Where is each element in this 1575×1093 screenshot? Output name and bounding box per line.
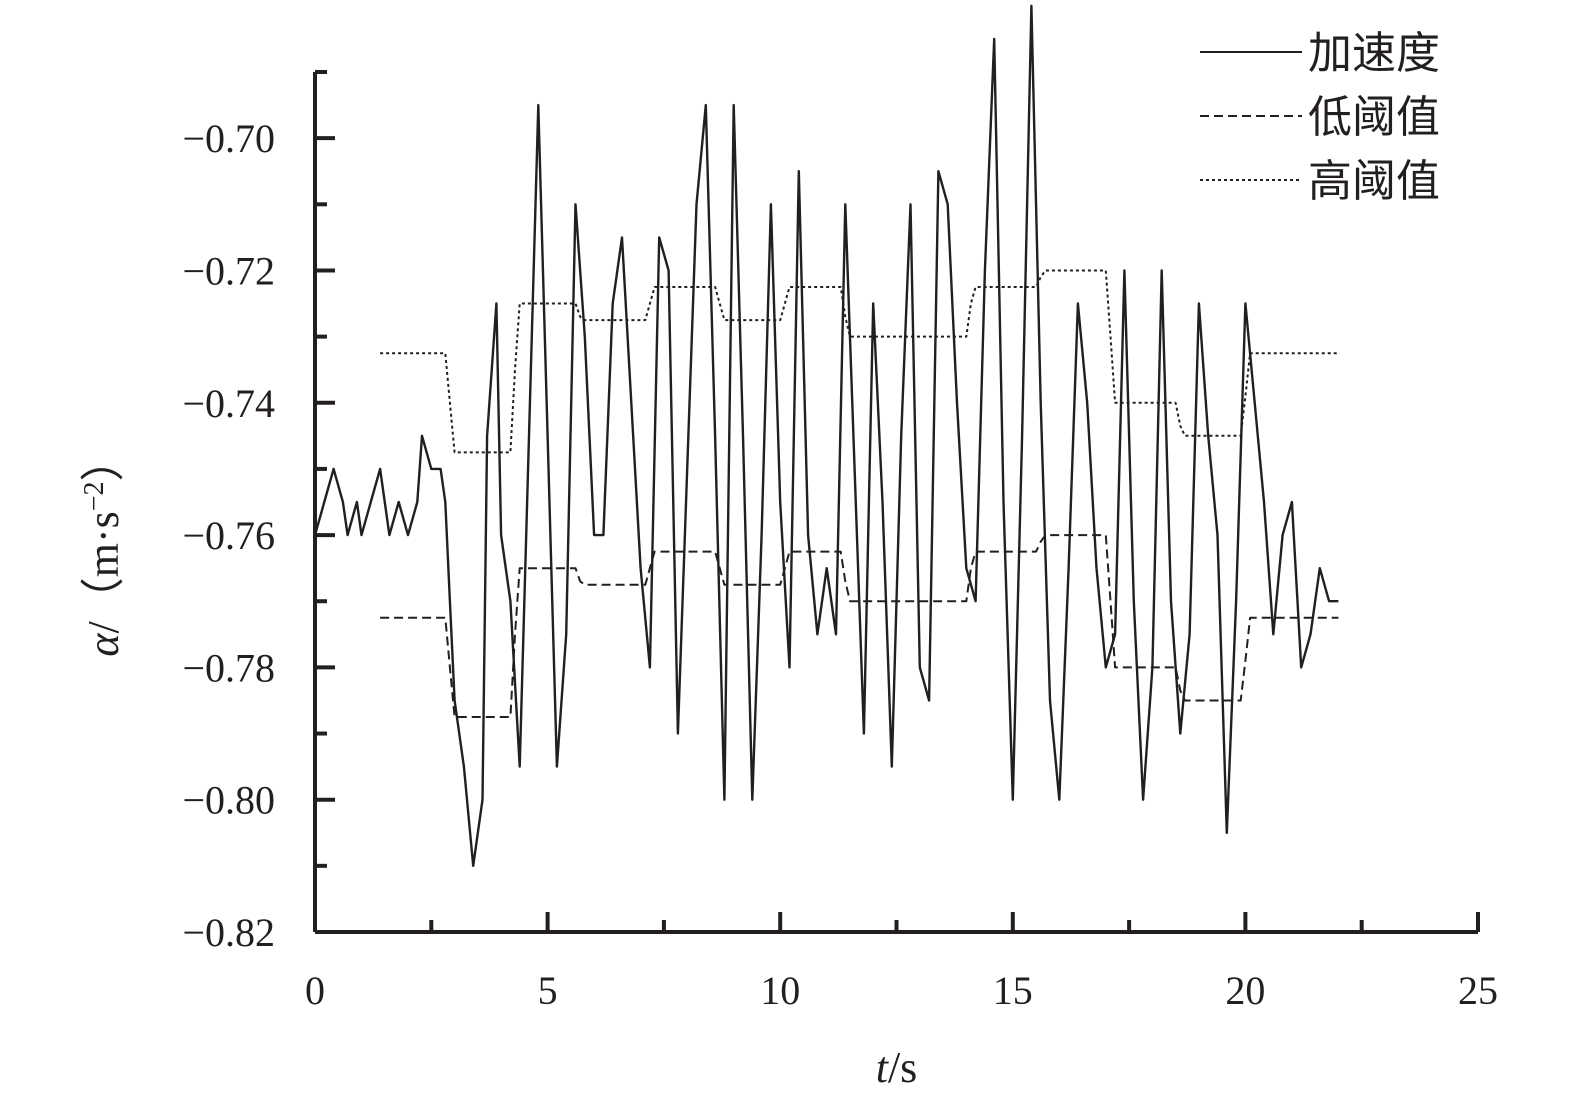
y-tick-label: −0.78 <box>182 645 275 690</box>
x-tick-label: 15 <box>993 968 1033 1013</box>
y-tick-label: −0.82 <box>182 910 275 955</box>
x-axis-label-unit: /s <box>888 1043 917 1092</box>
x-tick-label: 20 <box>1225 968 1265 1013</box>
y-tick-label: −0.80 <box>182 778 275 823</box>
series-line-1 <box>380 534 1339 718</box>
legend-label: 加速度 <box>1308 28 1440 79</box>
x-axis-label: t/s <box>876 1043 918 1092</box>
series-lines <box>313 4 1339 867</box>
y-axis-label-close: ） <box>79 437 128 481</box>
y-tick-label: −0.70 <box>182 116 275 161</box>
x-tick-label: 0 <box>305 968 325 1013</box>
x-ticks: 0 5 10 15 20 25 <box>305 912 1498 1013</box>
legend-label: 高阈值 <box>1308 156 1440 207</box>
y-axis-label: α/（m·s−2） <box>79 437 129 656</box>
y-axis-label-unit: /（m·s <box>79 511 128 633</box>
x-axis-label-symbol: t <box>876 1043 890 1092</box>
series-line-2 <box>380 269 1339 454</box>
y-tick-label: −0.74 <box>182 381 275 426</box>
axes <box>313 72 1478 934</box>
y-tick-label: −0.76 <box>182 513 275 558</box>
y-axis-label-symbol: α <box>79 633 128 657</box>
y-ticks: −0.70 −0.72 −0.74 −0.76 −0.78 −0.80 −0.82 <box>182 70 335 955</box>
legend-label: 低阈值 <box>1308 92 1440 143</box>
x-tick-label: 25 <box>1458 968 1498 1013</box>
y-axis-label-exponent: −2 <box>79 481 110 511</box>
x-tick-label: 10 <box>760 968 800 1013</box>
y-tick-label: −0.72 <box>182 248 275 293</box>
x-tick-label: 5 <box>538 968 558 1013</box>
series-line-0 <box>313 4 1339 867</box>
